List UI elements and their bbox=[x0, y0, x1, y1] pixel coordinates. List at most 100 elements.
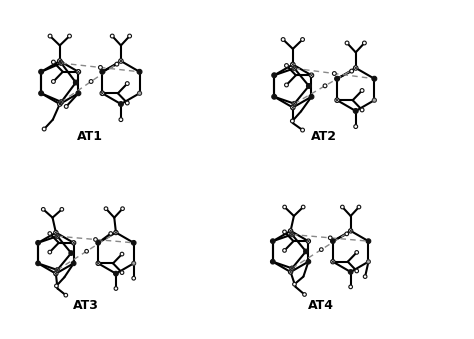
Circle shape bbox=[290, 232, 294, 237]
Circle shape bbox=[281, 38, 285, 41]
Text: AT2: AT2 bbox=[311, 130, 337, 143]
Circle shape bbox=[55, 284, 58, 288]
Circle shape bbox=[125, 101, 129, 105]
Circle shape bbox=[301, 38, 304, 41]
Circle shape bbox=[121, 207, 124, 211]
Circle shape bbox=[340, 205, 344, 209]
Circle shape bbox=[69, 251, 73, 255]
Circle shape bbox=[59, 100, 64, 104]
Circle shape bbox=[306, 259, 310, 264]
Circle shape bbox=[289, 270, 293, 274]
Text: AT4: AT4 bbox=[308, 299, 334, 312]
Circle shape bbox=[363, 275, 367, 278]
Circle shape bbox=[283, 230, 286, 234]
Circle shape bbox=[42, 127, 46, 131]
Circle shape bbox=[345, 232, 348, 236]
Circle shape bbox=[335, 98, 339, 102]
Circle shape bbox=[52, 80, 55, 83]
Circle shape bbox=[348, 229, 353, 233]
Circle shape bbox=[272, 94, 277, 99]
Circle shape bbox=[323, 84, 327, 88]
Circle shape bbox=[137, 91, 142, 95]
Circle shape bbox=[284, 64, 288, 67]
Circle shape bbox=[36, 261, 40, 266]
Circle shape bbox=[104, 207, 108, 211]
Circle shape bbox=[128, 34, 131, 38]
Circle shape bbox=[125, 82, 129, 85]
Circle shape bbox=[290, 266, 294, 271]
Circle shape bbox=[60, 207, 64, 211]
Circle shape bbox=[354, 125, 357, 128]
Circle shape bbox=[292, 101, 297, 106]
Circle shape bbox=[64, 293, 68, 297]
Circle shape bbox=[54, 272, 58, 276]
Circle shape bbox=[73, 80, 78, 85]
Circle shape bbox=[132, 261, 136, 265]
Circle shape bbox=[292, 102, 296, 106]
Circle shape bbox=[348, 270, 353, 274]
Circle shape bbox=[366, 260, 370, 264]
Circle shape bbox=[39, 69, 44, 74]
Circle shape bbox=[100, 91, 105, 96]
Circle shape bbox=[85, 250, 89, 253]
Circle shape bbox=[309, 73, 314, 78]
Circle shape bbox=[284, 83, 288, 87]
Circle shape bbox=[120, 252, 124, 256]
Circle shape bbox=[115, 62, 119, 66]
Circle shape bbox=[303, 293, 306, 296]
Circle shape bbox=[114, 271, 118, 276]
Circle shape bbox=[137, 69, 142, 74]
Circle shape bbox=[110, 34, 114, 38]
Circle shape bbox=[99, 65, 102, 69]
Circle shape bbox=[36, 240, 40, 245]
Circle shape bbox=[100, 69, 105, 74]
Circle shape bbox=[89, 80, 93, 83]
Circle shape bbox=[41, 207, 45, 211]
Circle shape bbox=[132, 276, 136, 280]
Circle shape bbox=[290, 266, 294, 270]
Circle shape bbox=[114, 287, 118, 290]
Circle shape bbox=[306, 239, 310, 243]
Circle shape bbox=[59, 61, 64, 65]
Circle shape bbox=[307, 84, 311, 88]
Circle shape bbox=[52, 60, 55, 64]
Circle shape bbox=[331, 260, 335, 264]
Circle shape bbox=[131, 240, 136, 245]
Circle shape bbox=[292, 66, 296, 71]
Circle shape bbox=[76, 91, 81, 96]
Circle shape bbox=[72, 241, 76, 245]
Circle shape bbox=[291, 62, 295, 67]
Text: AT3: AT3 bbox=[73, 299, 99, 312]
Circle shape bbox=[48, 232, 52, 235]
Circle shape bbox=[291, 119, 294, 123]
Circle shape bbox=[366, 239, 371, 243]
Circle shape bbox=[109, 232, 112, 235]
Circle shape bbox=[76, 69, 81, 74]
Circle shape bbox=[304, 249, 308, 254]
Circle shape bbox=[114, 231, 118, 235]
Circle shape bbox=[64, 104, 68, 108]
Circle shape bbox=[292, 66, 297, 71]
Circle shape bbox=[119, 118, 123, 122]
Circle shape bbox=[332, 72, 336, 75]
Circle shape bbox=[360, 88, 364, 93]
Circle shape bbox=[57, 59, 62, 63]
Text: AT1: AT1 bbox=[77, 130, 103, 143]
Circle shape bbox=[118, 102, 123, 106]
Circle shape bbox=[120, 271, 124, 275]
Circle shape bbox=[301, 205, 305, 209]
Circle shape bbox=[57, 102, 62, 106]
Circle shape bbox=[68, 34, 72, 38]
Circle shape bbox=[55, 234, 59, 238]
Circle shape bbox=[292, 282, 296, 286]
Circle shape bbox=[291, 105, 295, 110]
Circle shape bbox=[96, 240, 100, 245]
Circle shape bbox=[353, 108, 358, 114]
Circle shape bbox=[54, 231, 58, 235]
Circle shape bbox=[372, 76, 377, 81]
Circle shape bbox=[360, 108, 364, 112]
Circle shape bbox=[271, 239, 275, 243]
Circle shape bbox=[330, 239, 335, 243]
Circle shape bbox=[272, 73, 277, 78]
Circle shape bbox=[55, 234, 59, 238]
